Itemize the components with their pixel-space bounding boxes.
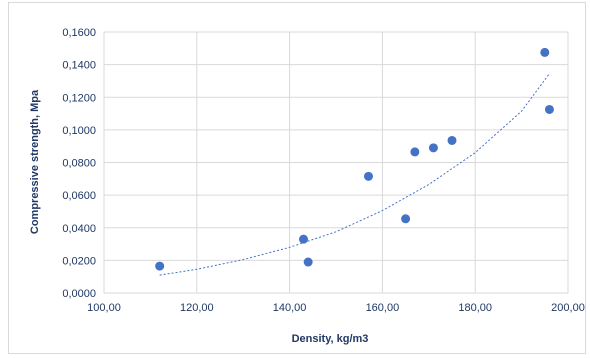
- y-tick-label: 0,0600: [62, 190, 96, 202]
- x-tick-label: 180,00: [458, 302, 492, 314]
- data-point: [540, 47, 550, 57]
- y-tick-label: 0,1000: [62, 125, 96, 137]
- y-tick-label: 0,1600: [62, 27, 96, 39]
- data-point: [303, 257, 313, 267]
- trendline: [159, 73, 550, 276]
- x-tick-label: 100,00: [87, 302, 121, 314]
- x-tick-label: 120,00: [180, 302, 214, 314]
- x-tick-label: 140,00: [273, 302, 307, 314]
- data-point: [544, 104, 554, 114]
- y-tick-label: 0,1200: [62, 92, 96, 104]
- y-tick-label: 0,1400: [62, 60, 96, 72]
- x-tick-labels: 100,00 120,00 140,00 160,00 180,00 200,00: [87, 302, 585, 314]
- data-point: [155, 261, 165, 271]
- x-tick-label: 160,00: [366, 302, 400, 314]
- data-point: [363, 171, 373, 181]
- data-point: [401, 214, 411, 224]
- y-axis-title: Compressive strength, Mpa: [29, 89, 41, 234]
- gridlines: [103, 31, 569, 294]
- y-tick-label: 0,0400: [62, 223, 96, 235]
- y-tick-label: 0,0200: [62, 255, 96, 267]
- data-point: [299, 234, 309, 244]
- x-axis-title: Density, kg/m3: [292, 333, 369, 345]
- data-point: [428, 143, 438, 153]
- data-points: [155, 47, 554, 271]
- y-tick-labels: 0,0000 0,0200 0,0400 0,0600 0,0800 0,1000 0,12…: [62, 27, 96, 300]
- y-tick-label: 0,0800: [62, 158, 96, 170]
- data-point: [447, 135, 457, 145]
- x-tick-label: 200,00: [551, 302, 585, 314]
- data-point: [410, 147, 420, 157]
- y-tick-label: 0,0000: [62, 288, 96, 300]
